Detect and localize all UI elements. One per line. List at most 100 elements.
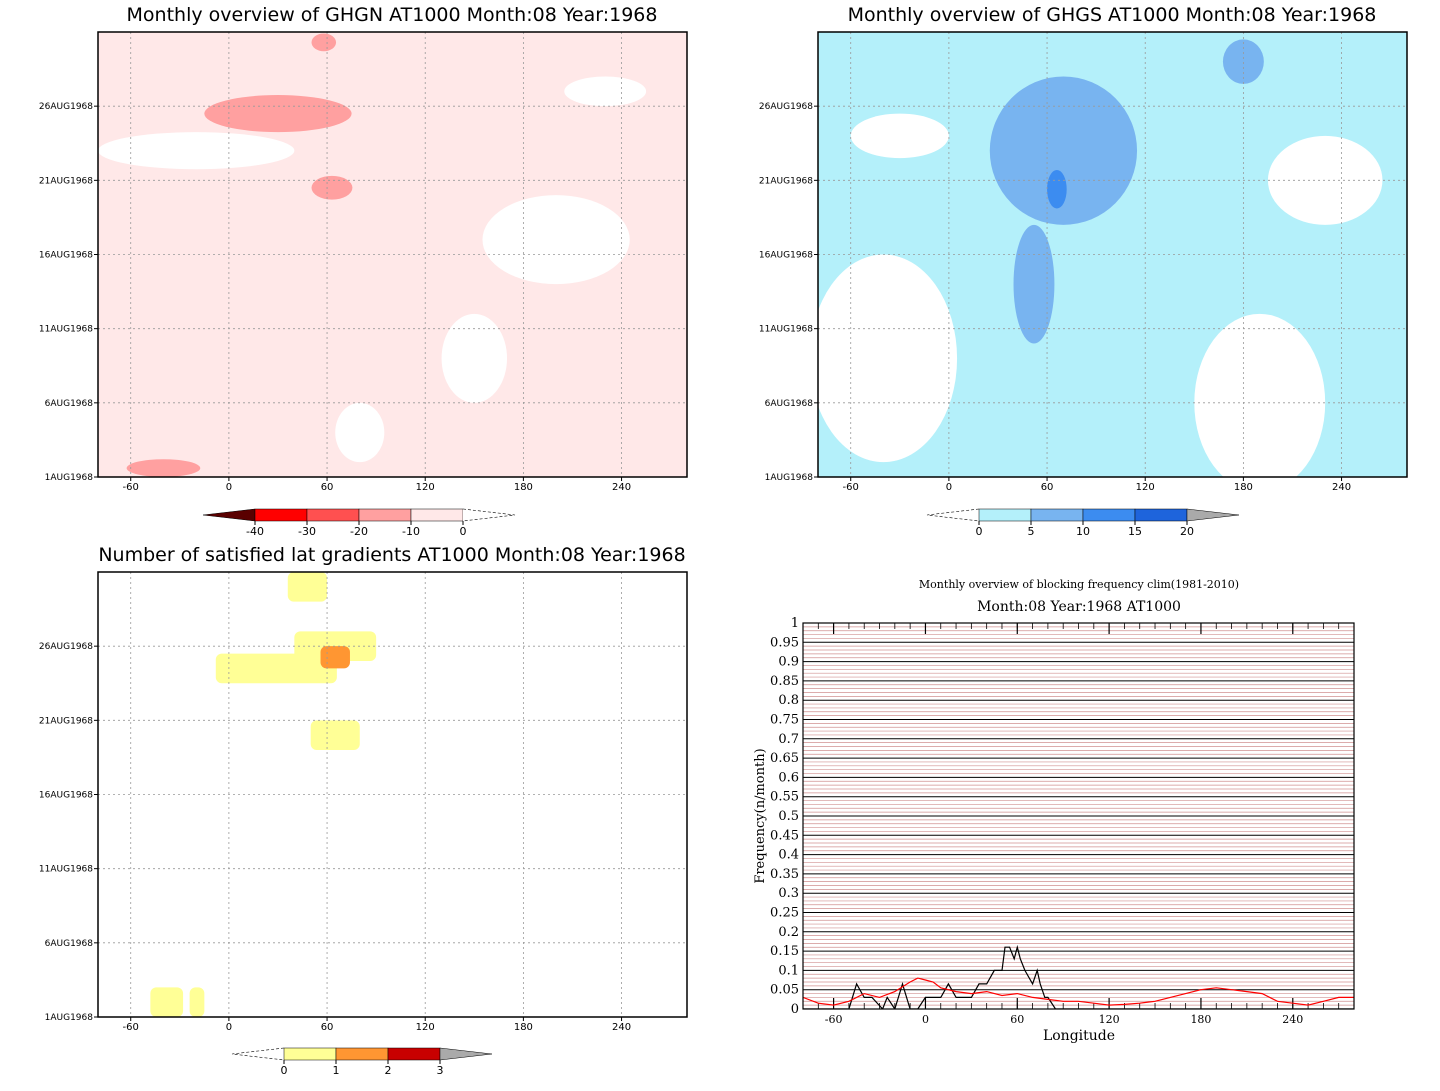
gradients-colorbar-box-0 xyxy=(283,1047,337,1061)
gradients-panel: Number of satisfied lat gradients AT1000… xyxy=(39,544,688,1077)
gradients-xtick-label-0: -60 xyxy=(123,1022,139,1033)
ghgn-xtick-label-1: 0 xyxy=(226,482,232,493)
gradients-plot: -60 0 60 120 180 240 1AUG1968 6AUG1968 11AUG1968… xyxy=(39,571,688,1033)
gradients-title: Number of satisfied lat gradients AT1000… xyxy=(98,544,685,566)
blocking-ytick-label-0: 0 xyxy=(791,1002,799,1017)
ghgn-xtick-label-5: 240 xyxy=(612,482,631,493)
blocking-ylabel: Frequency(n/month) xyxy=(753,748,768,883)
ghgn-xtick-label-3: 120 xyxy=(416,482,435,493)
ghgn-colorbar-label-4: 0 xyxy=(460,525,467,538)
ghgs-colorbar-label-2: 10 xyxy=(1076,525,1090,538)
ghgs-contour-region-5 xyxy=(1013,224,1055,344)
gradients-colorbar-label-0: 0 xyxy=(281,1064,288,1077)
ghgs-xtick-label-3: 120 xyxy=(1136,482,1155,493)
gradients-xtick-label-3: 120 xyxy=(416,1022,435,1033)
gradients-cell-4 xyxy=(320,646,350,669)
ghgn-colorbar-lower-triangle xyxy=(202,508,256,522)
gradients-colorbar-label-2: 2 xyxy=(385,1064,392,1077)
ghgn-contour-region-4 xyxy=(564,76,647,107)
ghgs-panel: Monthly overview of GHGS AT1000 Month:08… xyxy=(759,4,1408,538)
blocking-ytick-label-10: 0.5 xyxy=(778,809,799,824)
blocking-ytick-label-11: 0.55 xyxy=(770,790,799,805)
ghgn-colorbar-box-3 xyxy=(358,508,412,522)
ghgs-colorbar-box-0 xyxy=(978,508,1032,522)
ghgs-contour-region-0 xyxy=(818,254,958,463)
blocking-xtick-label-2: 60 xyxy=(1010,1013,1024,1026)
gradients-cell-5 xyxy=(150,987,184,1017)
blocking-ytick-label-16: 0.8 xyxy=(778,693,799,708)
gradients-colorbar: 0 1 2 3 xyxy=(231,1047,493,1077)
blocking-ytick-label-2: 0.1 xyxy=(778,963,799,978)
gradients-xtick-label-4: 180 xyxy=(514,1022,533,1033)
blocking-xtick-label-4: 180 xyxy=(1190,1013,1211,1026)
ghgs-colorbar-upper-triangle xyxy=(1186,508,1240,522)
ghgs-colorbar-label-3: 15 xyxy=(1128,525,1142,538)
blocking-ytick-label-5: 0.25 xyxy=(770,906,799,921)
ghgn-contour-region-5 xyxy=(204,95,352,133)
blocking-ytick-label-14: 0.7 xyxy=(778,732,799,747)
ghgs-contour-region-1 xyxy=(1194,313,1326,477)
ghgn-title: Monthly overview of GHGN AT1000 Month:08… xyxy=(127,4,658,26)
blocking-series-line-0 xyxy=(803,944,1354,1009)
blocking-xtick-label-1: 0 xyxy=(922,1013,929,1026)
ghgn-contour-region-6 xyxy=(311,175,353,200)
blocking-series-group xyxy=(803,944,1354,1009)
ghgs-colorbar-label-0: 0 xyxy=(976,525,983,538)
gradients-xtick-label-5: 240 xyxy=(612,1022,631,1033)
ghgs-colorbar-box-1 xyxy=(1030,508,1084,522)
blocking-xtick-label-3: 120 xyxy=(1099,1013,1120,1026)
ghgn-ytick-label-3: 16AUG1968 xyxy=(39,251,93,261)
ghgs-ytick-label-0: 1AUG1968 xyxy=(765,473,814,483)
ghgs-xtick-label-5: 240 xyxy=(1332,482,1351,493)
ghgs-ytick-label-4: 21AUG1968 xyxy=(759,176,813,186)
blocking-fine-grid xyxy=(803,622,1354,1010)
ghgn-contour-region-0 xyxy=(98,132,295,170)
gradients-ytick-label-0: 1AUG1968 xyxy=(45,1013,94,1023)
blocking-ytick-label-19: 0.95 xyxy=(770,635,799,650)
gradients-cell-2 xyxy=(294,631,377,661)
gradients-colorbar-lower-triangle xyxy=(231,1047,285,1061)
blocking-ytick-label-15: 0.75 xyxy=(770,713,799,728)
ghgs-xtick-label-1: 0 xyxy=(946,482,952,493)
ghgn-colorbar-label-2: -20 xyxy=(350,525,368,538)
blocking-ytick-label-7: 0.35 xyxy=(770,867,799,882)
ghgn-contour-region-8 xyxy=(126,459,201,477)
gradients-ytick-label-2: 11AUG1968 xyxy=(39,865,93,875)
blocking-ytick-label-9: 0.45 xyxy=(770,828,799,843)
gradients-ytick-label-5: 26AUG1968 xyxy=(39,642,93,652)
blocking-panel: Monthly overview of blocking frequency c… xyxy=(753,578,1355,1044)
ghgn-colorbar-box-2 xyxy=(306,508,360,522)
ghgs-field-shapes xyxy=(818,39,1383,477)
gradients-ytick-label-1: 6AUG1968 xyxy=(45,939,94,949)
ghgn-xtick-label-0: -60 xyxy=(123,482,139,493)
ghgn-contour-region-2 xyxy=(441,313,508,403)
blocking-ytick-label-6: 0.3 xyxy=(778,886,799,901)
ghgs-colorbar-box-2 xyxy=(1082,508,1136,522)
ghgn-xtick-label-4: 180 xyxy=(514,482,533,493)
ghgs-ytick-label-2: 11AUG1968 xyxy=(759,325,813,335)
ghgs-plot: -60 0 60 120 180 240 1AUG1968 6AUG1968 11AUG1968… xyxy=(759,31,1408,493)
blocking-frame xyxy=(802,622,1355,1010)
blocking-ytick-label-3: 0.15 xyxy=(770,944,799,959)
blocking-ytick-label-13: 0.65 xyxy=(770,751,799,766)
ghgs-ytick-label-3: 16AUG1968 xyxy=(759,251,813,261)
ghgn-ytick-label-4: 21AUG1968 xyxy=(39,176,93,186)
ghgs-title: Monthly overview of GHGS AT1000 Month:08… xyxy=(848,4,1377,26)
blocking-ytick-label-18: 0.9 xyxy=(778,655,799,670)
ghgn-ytick-label-0: 1AUG1968 xyxy=(45,473,94,483)
blocking-plot: -60 0 60 120 180 240 0 0.05 0.1 0.15 0.2 0.25 0.3 0.3… xyxy=(770,616,1355,1026)
ghgs-xtick-label-2: 60 xyxy=(1041,482,1054,493)
gradients-cell-0 xyxy=(287,572,328,602)
ghgn-contour-region-3 xyxy=(482,195,630,285)
ghgn-colorbar-box-1 xyxy=(254,508,308,522)
ghgn-ytick-label-5: 26AUG1968 xyxy=(39,102,93,112)
ghgn-contour-region-1 xyxy=(335,402,385,463)
ghgn-plot: -60 0 60 120 180 240 1AUG1968 6AUG1968 11AUG1968… xyxy=(39,31,688,493)
blocking-series-line-1 xyxy=(803,977,1354,1006)
ghgs-ytick-label-1: 6AUG1968 xyxy=(765,399,814,409)
ghgn-colorbar: -40 -30 -20 -10 0 xyxy=(202,508,516,538)
blocking-ytick-label-17: 0.85 xyxy=(770,674,799,689)
blocking-subtitle: Month:08 Year:1968 AT1000 xyxy=(977,599,1181,615)
gradients-ytick-label-4: 21AUG1968 xyxy=(39,716,93,726)
